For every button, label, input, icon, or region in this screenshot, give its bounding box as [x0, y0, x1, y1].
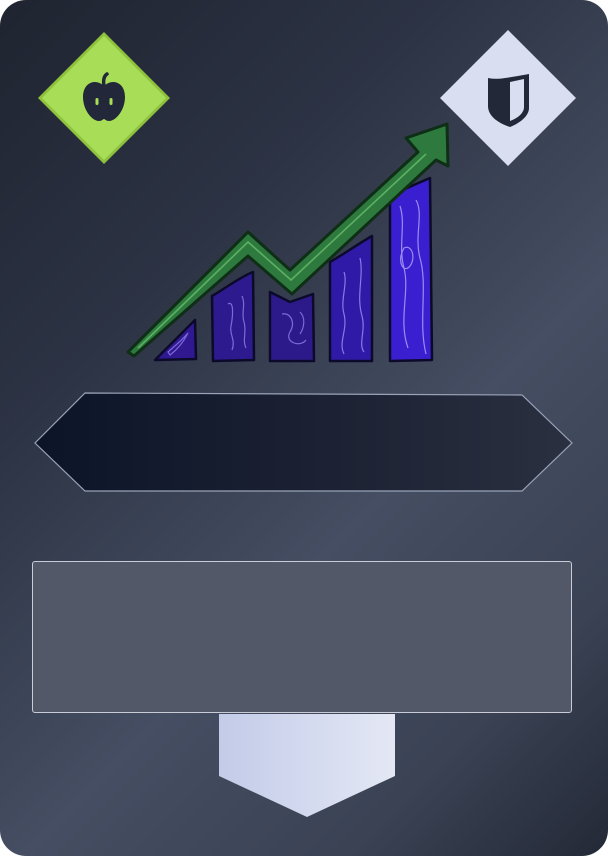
card-value [219, 720, 395, 780]
card-title [90, 392, 518, 494]
apple-badge [36, 30, 172, 166]
apple-icon [83, 72, 125, 121]
bar-3 [268, 290, 316, 363]
title-banner [33, 392, 575, 494]
shield-icon [488, 74, 529, 127]
shield-badge [440, 30, 576, 166]
bar-1 [153, 318, 198, 362]
bar-5 [388, 176, 434, 363]
trend-arrow [126, 122, 450, 358]
bar-2 [210, 270, 256, 363]
card-description [32, 561, 572, 713]
growth-chart-art [120, 116, 460, 370]
value-tab [219, 714, 395, 817]
bar-4 [328, 234, 374, 363]
